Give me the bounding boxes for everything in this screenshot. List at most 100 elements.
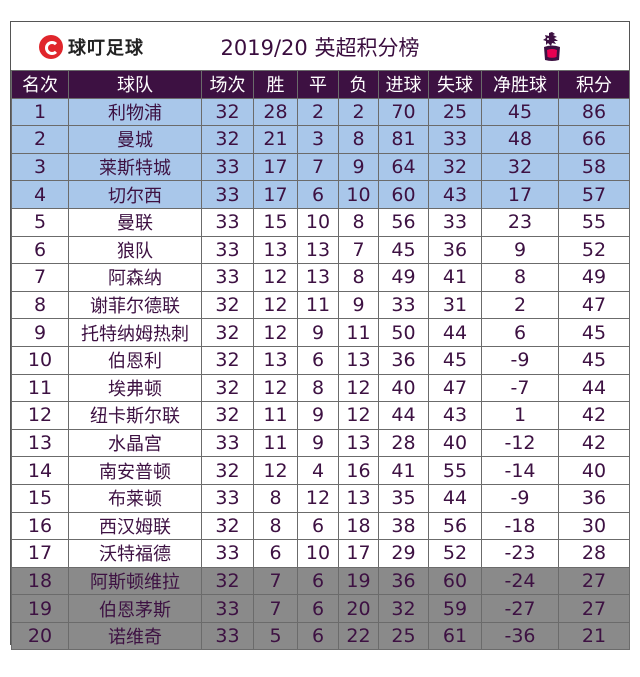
- col-goal-difference: 净胜球: [481, 70, 559, 99]
- won-cell: 11: [253, 428, 298, 458]
- col-team: 球队: [68, 70, 202, 99]
- table-row: 14 南安普顿 32 12 4 16 41 55 -14 40: [11, 456, 630, 485]
- won-cell: 12: [253, 373, 298, 403]
- col-drawn: 平: [297, 70, 339, 99]
- goals-against-cell: 36: [428, 235, 482, 265]
- lost-cell: 8: [338, 125, 379, 154]
- goals-against-cell: 52: [428, 539, 482, 568]
- goal-difference-cell: 45: [481, 97, 559, 127]
- team-cell: 水晶宫: [68, 428, 202, 458]
- table-row: 3 莱斯特城 33 17 7 9 64 32 32 58: [11, 152, 630, 182]
- goals-against-cell: 59: [428, 594, 482, 623]
- lost-cell: 9: [338, 152, 379, 182]
- drawn-cell: 9: [297, 428, 339, 458]
- table-row: 15 布莱顿 33 8 12 13 35 44 -9 36: [11, 483, 630, 513]
- points-cell: 30: [558, 511, 630, 541]
- table-row: 1 利物浦 32 28 2 2 70 25 45 86: [11, 97, 630, 127]
- won-cell: 13: [253, 235, 298, 265]
- won-cell: 12: [253, 290, 298, 320]
- rank-cell: 20: [11, 621, 69, 651]
- drawn-cell: 4: [297, 456, 339, 485]
- played-cell: 32: [201, 345, 254, 375]
- col-lost: 负: [338, 70, 379, 99]
- lost-cell: 7: [338, 235, 379, 265]
- points-cell: 42: [558, 401, 630, 430]
- won-cell: 17: [253, 152, 298, 182]
- drawn-cell: 6: [297, 566, 339, 596]
- goals-against-cell: 32: [428, 152, 482, 182]
- team-cell: 托特纳姆热刺: [68, 318, 202, 347]
- goals-for-cell: 56: [378, 207, 429, 237]
- goals-for-cell: 44: [378, 401, 429, 430]
- lost-cell: 16: [338, 456, 379, 485]
- drawn-cell: 7: [297, 152, 339, 182]
- team-cell: 狼队: [68, 235, 202, 265]
- goals-against-cell: 43: [428, 180, 482, 209]
- rank-cell: 14: [11, 456, 69, 485]
- played-cell: 32: [201, 373, 254, 403]
- goal-difference-cell: 9: [481, 235, 559, 265]
- goals-against-cell: 44: [428, 483, 482, 513]
- goals-for-cell: 33: [378, 290, 429, 320]
- table-row: 13 水晶宫 33 11 9 13 28 40 -12 42: [11, 428, 630, 458]
- goals-against-cell: 25: [428, 97, 482, 127]
- table-row: 19 伯恩茅斯 33 7 6 20 32 59 -27 27: [11, 594, 630, 623]
- rank-cell: 10: [11, 345, 69, 375]
- team-cell: 利物浦: [68, 97, 202, 127]
- points-cell: 52: [558, 235, 630, 265]
- rank-cell: 19: [11, 594, 69, 623]
- won-cell: 13: [253, 345, 298, 375]
- goals-for-cell: 41: [378, 456, 429, 485]
- goals-for-cell: 35: [378, 483, 429, 513]
- table-row: 17 沃特福德 33 6 10 17 29 52 -23 28: [11, 539, 630, 568]
- goal-difference-cell: -14: [481, 456, 559, 485]
- goals-for-cell: 50: [378, 318, 429, 347]
- played-cell: 33: [201, 207, 254, 237]
- col-points: 积分: [558, 70, 630, 99]
- goal-difference-cell: -7: [481, 373, 559, 403]
- points-cell: 21: [558, 621, 630, 651]
- lost-cell: 13: [338, 428, 379, 458]
- team-cell: 阿斯顿维拉: [68, 566, 202, 596]
- team-cell: 纽卡斯尔联: [68, 401, 202, 430]
- col-rank: 名次: [11, 70, 69, 99]
- table-row: 5 曼联 33 15 10 8 56 33 23 55: [11, 207, 630, 237]
- table-row: 6 狼队 33 13 13 7 45 36 9 52: [11, 235, 630, 265]
- goals-for-cell: 49: [378, 263, 429, 292]
- played-cell: 33: [201, 483, 254, 513]
- lost-cell: 8: [338, 207, 379, 237]
- team-cell: 西汉姆联: [68, 511, 202, 541]
- team-cell: 谢菲尔德联: [68, 290, 202, 320]
- goals-against-cell: 33: [428, 207, 482, 237]
- standings-card: 球叮足球 2019/20 英超积分榜 名次 球队 场次 胜 平 负 进球 失球 …: [10, 21, 630, 651]
- drawn-cell: 10: [297, 207, 339, 237]
- table-row: 4 切尔西 33 17 6 10 60 43 17 57: [11, 180, 630, 209]
- team-cell: 诺维奇: [68, 621, 202, 651]
- drawn-cell: 9: [297, 318, 339, 347]
- goals-against-cell: 31: [428, 290, 482, 320]
- drawn-cell: 6: [297, 621, 339, 651]
- goals-for-cell: 32: [378, 594, 429, 623]
- lost-cell: 20: [338, 594, 379, 623]
- rank-cell: 17: [11, 539, 69, 568]
- goals-against-cell: 43: [428, 401, 482, 430]
- won-cell: 12: [253, 456, 298, 485]
- drawn-cell: 6: [297, 511, 339, 541]
- rank-cell: 1: [11, 97, 69, 127]
- card-header: 球叮足球 2019/20 英超积分榜: [11, 22, 629, 70]
- played-cell: 33: [201, 539, 254, 568]
- goal-difference-cell: -12: [481, 428, 559, 458]
- won-cell: 11: [253, 401, 298, 430]
- played-cell: 32: [201, 97, 254, 127]
- rank-cell: 6: [11, 235, 69, 265]
- won-cell: 7: [253, 566, 298, 596]
- lost-cell: 2: [338, 97, 379, 127]
- played-cell: 33: [201, 428, 254, 458]
- col-played: 场次: [201, 70, 254, 99]
- page-title: 2019/20 英超积分榜: [220, 36, 420, 60]
- rank-cell: 16: [11, 511, 69, 541]
- points-cell: 27: [558, 566, 630, 596]
- won-cell: 15: [253, 207, 298, 237]
- drawn-cell: 6: [297, 345, 339, 375]
- team-cell: 伯恩利: [68, 345, 202, 375]
